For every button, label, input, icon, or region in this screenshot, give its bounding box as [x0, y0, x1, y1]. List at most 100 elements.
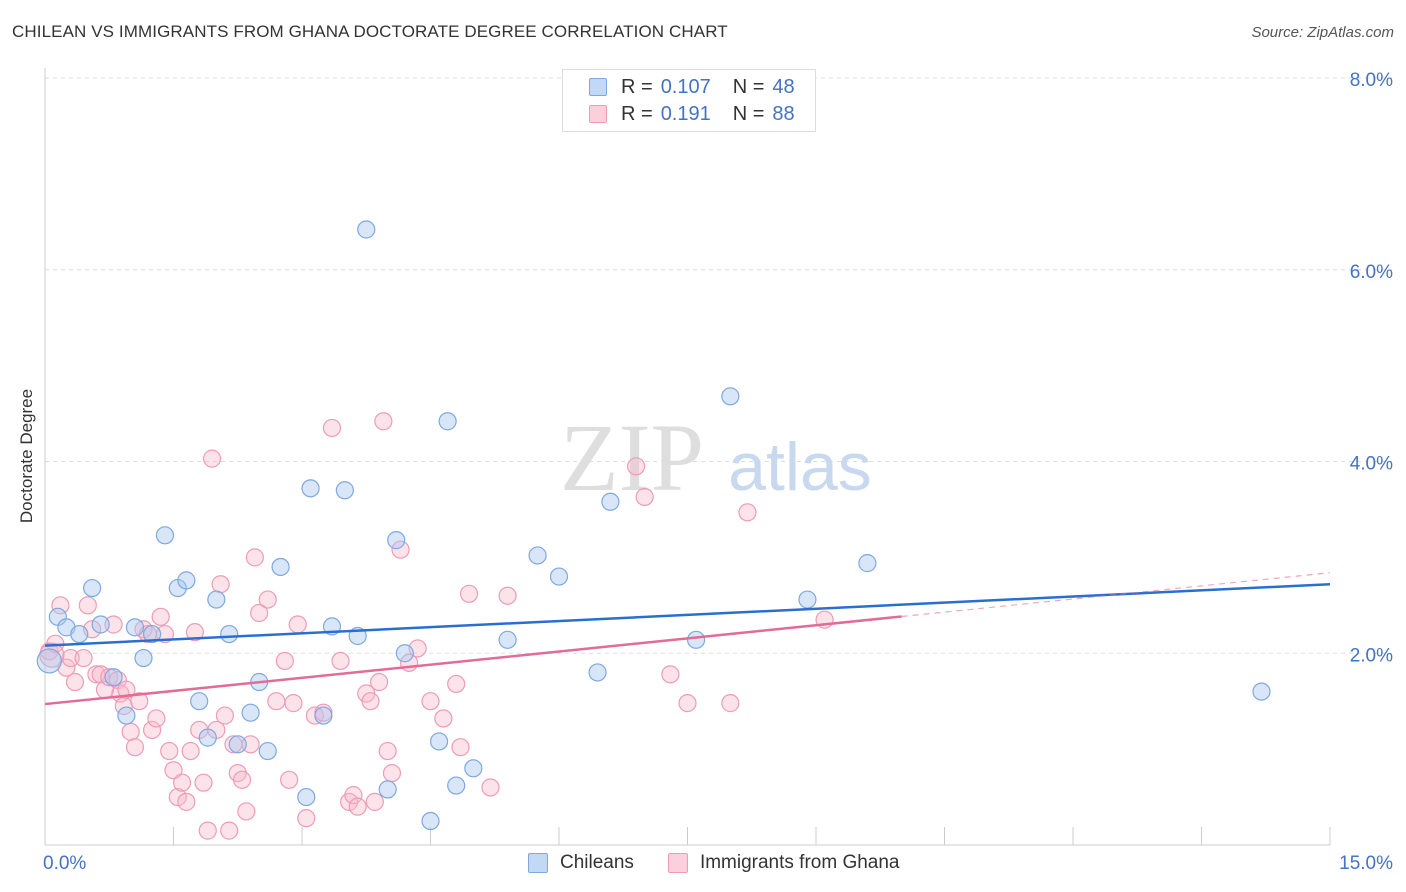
point-chileans: [387, 531, 406, 550]
point-ghana: [172, 773, 192, 792]
y-tick-label: 8.0%: [1350, 70, 1393, 91]
point-chileans: [125, 618, 145, 637]
point-ghana: [280, 770, 299, 789]
point-chileans: [798, 590, 817, 609]
point-ghana: [61, 648, 80, 668]
point-ghana: [185, 623, 205, 642]
point-chileans: [438, 412, 457, 431]
source-credit: Source: ZipAtlas.com: [1251, 24, 1394, 41]
legend-r-label: R =: [621, 75, 653, 98]
x-tick-label: 15.0%: [1339, 853, 1393, 874]
point-ghana: [447, 674, 466, 694]
legend-label-chileans: Chileans: [560, 852, 634, 873]
point-ghana: [481, 778, 500, 797]
point-ghana: [142, 720, 162, 740]
point-chileans: [83, 578, 102, 598]
legend-n-label: N =: [732, 102, 765, 125]
point-ghana: [267, 692, 286, 711]
point-ghana: [194, 773, 213, 792]
point-ghana: [211, 575, 230, 594]
point-ghana: [65, 672, 85, 692]
point-ghana: [215, 706, 234, 725]
point-chileans: [70, 624, 89, 644]
point-chileans: [297, 787, 316, 807]
point-ghana: [434, 709, 453, 728]
point-chileans: [378, 780, 397, 799]
point-ghana: [121, 722, 140, 741]
stats-legend: R = 0.107 N = 48 R = 0.191 N = 88: [562, 69, 816, 132]
x-tick-label: 0.0%: [43, 853, 86, 874]
point-chileans: [301, 479, 320, 498]
legend-swatch-ghana: [589, 105, 607, 123]
point-ghana: [348, 797, 367, 816]
point-chileans: [421, 811, 440, 831]
point-ghana: [322, 418, 342, 438]
trend-line-ghana: [44, 615, 902, 706]
watermark: ZIP atlas: [560, 404, 872, 511]
point-chileans: [198, 728, 217, 747]
point-chileans: [271, 557, 290, 577]
legend-item-chileans[interactable]: Chileans: [528, 852, 634, 874]
point-ghana: [391, 540, 410, 559]
point-ghana: [361, 692, 380, 711]
point-ghana: [57, 658, 76, 677]
point-ghana: [661, 665, 680, 684]
point-ghana: [168, 787, 187, 807]
watermark-zip: ZIP: [560, 404, 704, 511]
point-ghana: [220, 821, 239, 840]
legend-r-value: 0.191: [660, 102, 711, 125]
trend-line-ghana-extension: [901, 572, 1331, 618]
point-ghana: [181, 741, 200, 761]
point-chileans: [207, 590, 226, 609]
point-chileans: [1252, 682, 1271, 701]
point-ghana: [297, 809, 316, 828]
point-chileans: [528, 546, 547, 565]
point-ghana: [78, 596, 97, 615]
point-ghana: [421, 692, 440, 711]
point-chileans: [686, 630, 706, 649]
point-chileans: [335, 481, 354, 500]
point-ghana: [241, 735, 260, 754]
gridlines: [45, 77, 1392, 654]
point-ghana: [459, 584, 479, 603]
legend-r-label: R =: [621, 102, 653, 125]
point-ghana: [160, 741, 179, 761]
point-chileans: [858, 554, 877, 573]
point-ghana: [451, 738, 470, 757]
point-ghana: [498, 586, 517, 605]
y-tick-label: 6.0%: [1350, 262, 1393, 283]
point-chileans: [190, 692, 209, 711]
point-chileans: [36, 648, 62, 674]
legend-item-ghana[interactable]: Immigrants from Ghana: [667, 852, 900, 874]
watermark-atlas: atlas: [728, 429, 872, 505]
point-chileans: [429, 732, 449, 751]
point-chileans: [588, 663, 607, 682]
trend-line-chileans: [44, 582, 1331, 647]
point-ghana: [198, 821, 217, 840]
point-chileans: [258, 741, 277, 761]
legend-swatch-chileans: [528, 853, 548, 873]
point-chileans: [91, 615, 110, 634]
point-ghana: [147, 709, 166, 728]
chart-title: CHILEAN VS IMMIGRANTS FROM GHANA DOCTORA…: [12, 22, 728, 41]
point-ghana: [258, 590, 277, 609]
point-ghana: [104, 615, 123, 634]
point-chileans: [220, 624, 239, 644]
point-chileans: [228, 735, 247, 754]
point-ghana: [344, 786, 363, 805]
point-chileans: [601, 492, 620, 511]
point-ghana: [51, 596, 70, 615]
point-ghana: [738, 503, 757, 522]
point-ghana: [635, 487, 654, 507]
point-chileans: [447, 776, 466, 795]
point-ghana: [245, 548, 264, 567]
point-ghana: [151, 607, 170, 626]
point-chileans: [134, 648, 153, 668]
point-chileans: [395, 644, 414, 663]
legend-n-value: 88: [772, 102, 795, 125]
legend-n-value: 48: [772, 75, 795, 98]
point-ghana: [125, 738, 145, 757]
legend-swatch-chileans: [589, 78, 607, 96]
legend-r-value: 0.107: [660, 75, 711, 98]
data-points: [36, 220, 1271, 840]
